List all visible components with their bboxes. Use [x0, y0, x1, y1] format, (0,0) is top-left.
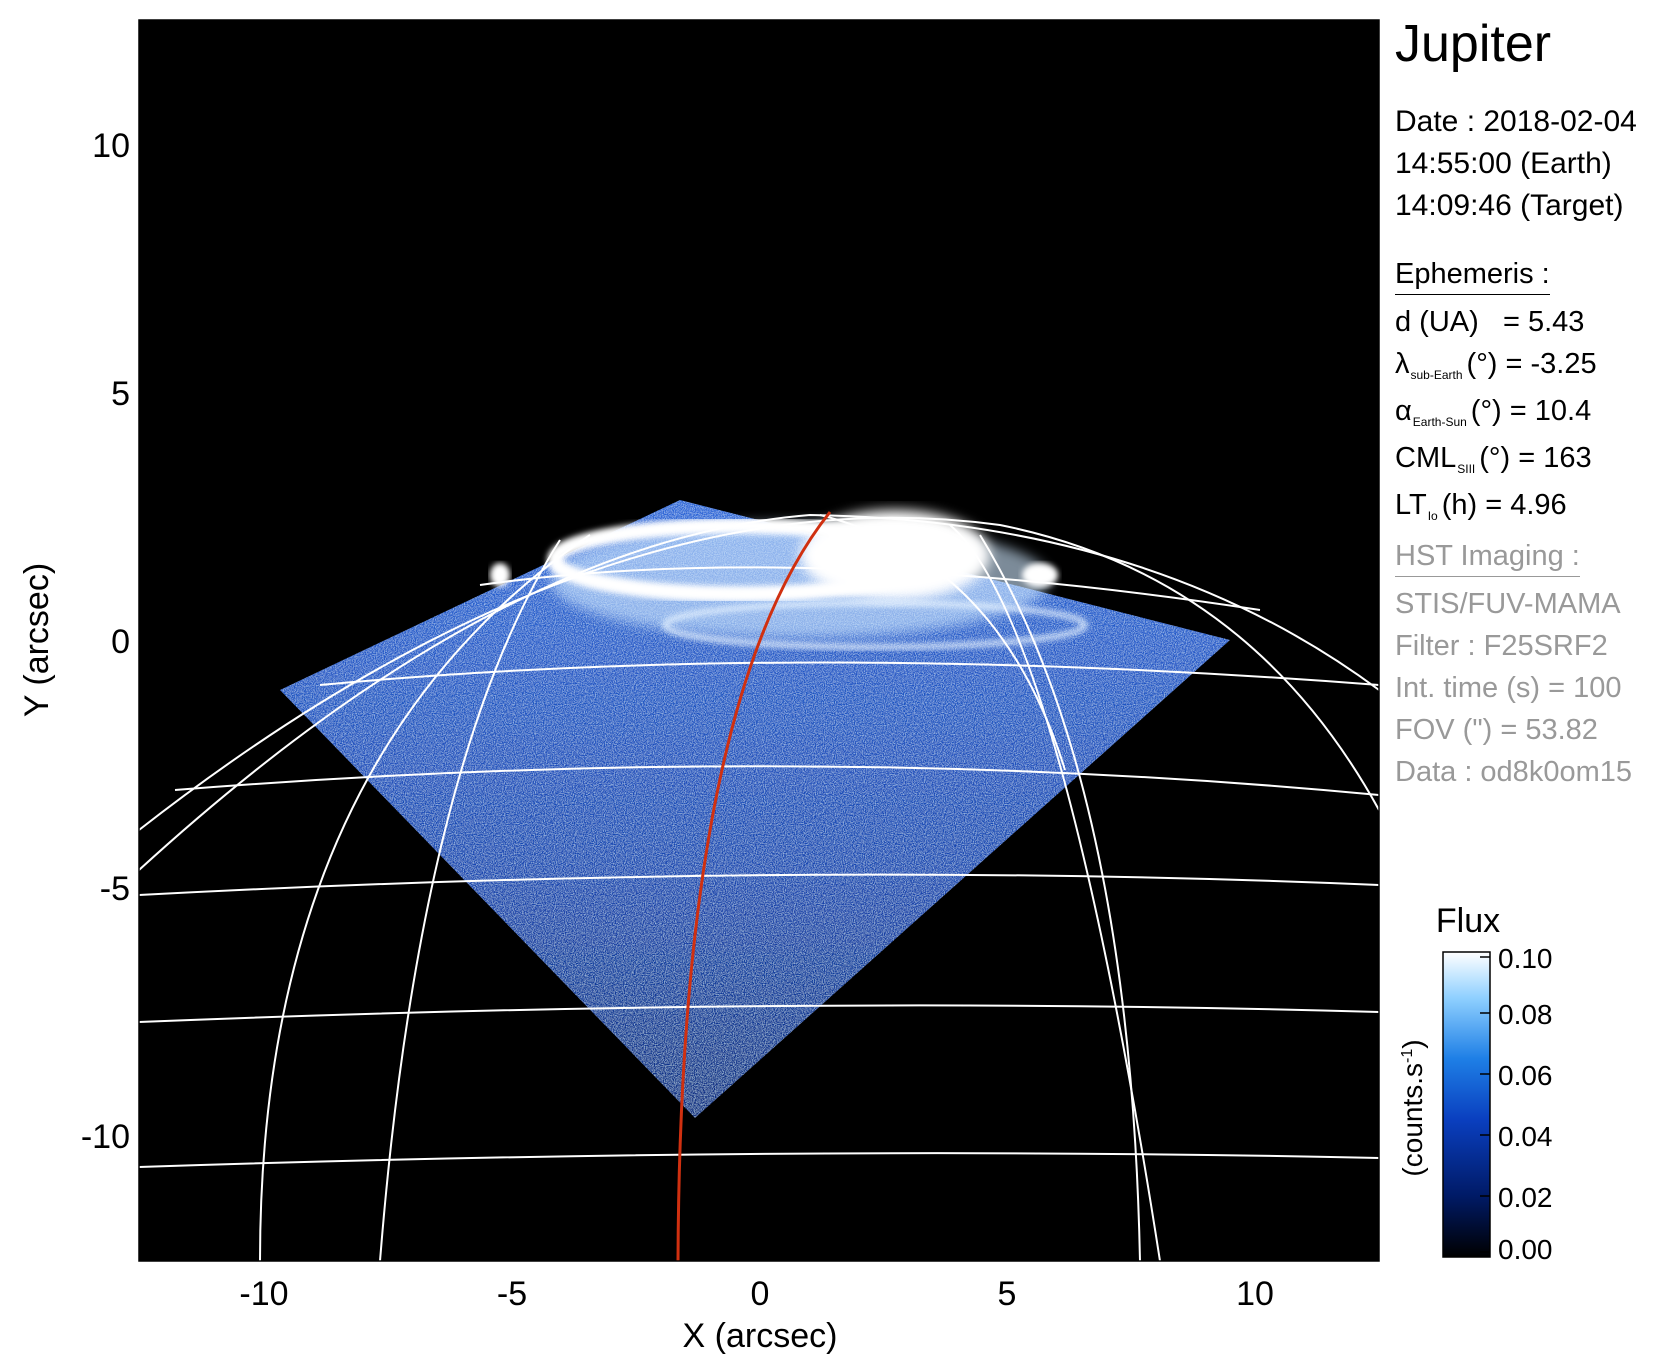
lat-lon-grid	[139, 513, 1379, 1261]
colorbar-tick-label: 0.10	[1498, 943, 1553, 974]
colorbar-tick-label: 0.04	[1498, 1121, 1553, 1152]
ephemeris-alpha: αEarth-Sun (°) = 10.4	[1395, 395, 1592, 429]
y-axis-label: Y (arcsec)	[18, 563, 56, 717]
x-tick-label: -10	[239, 1275, 288, 1313]
hst-fov: FOV (") = 53.82	[1395, 714, 1598, 746]
latitude-line	[479, 566, 1261, 611]
aurora-emission	[490, 510, 1088, 650]
x-tick-label: -5	[497, 1275, 527, 1313]
x-axis: -10 -5 0 5 10 X (arcsec)	[239, 1275, 1273, 1355]
hst-filter: Filter : F25SRF2	[1395, 630, 1608, 662]
y-tick-label: -5	[100, 870, 130, 908]
x-tick-label: 10	[1236, 1275, 1274, 1313]
x-tick-label: 5	[998, 1275, 1017, 1313]
ephemeris-lt: LTIo (h) = 4.96	[1395, 489, 1567, 523]
longitude-line	[979, 534, 1141, 1261]
ephemeris-block: Ephemeris : d (UA) = 5.43 λsub-Earth (°) …	[1395, 258, 1597, 531]
y-axis: 10 5 0 -5 -10 Y (arcsec)	[18, 127, 130, 1156]
target-time-line: 14:09:46 (Target)	[1395, 189, 1624, 222]
ephemeris-distance: d (UA) = 5.43	[1395, 306, 1585, 338]
date-block: Date : 2018-02-04 14:55:00 (Earth) 14:09…	[1395, 101, 1637, 227]
hst-image-wedge	[280, 500, 1230, 1118]
ephemeris-lambda: λsub-Earth (°) = -3.25	[1395, 348, 1597, 382]
longitude-line	[259, 534, 591, 1261]
latitude-line	[139, 873, 1379, 896]
longitude-line	[379, 539, 561, 1261]
x-axis-label: X (arcsec)	[683, 1317, 838, 1355]
hst-int-time: Int. time (s) = 100	[1395, 672, 1622, 704]
hst-data-id: Data : od8k0om15	[1395, 756, 1632, 788]
y-tick-label: -10	[81, 1118, 130, 1156]
colorbar-scale	[1442, 951, 1491, 1258]
x-tick-label: 0	[751, 1275, 770, 1313]
date-line: Date : 2018-02-04	[1395, 105, 1637, 138]
latitude-line	[174, 765, 1379, 796]
colorbar-tick-label: 0.00	[1498, 1234, 1553, 1265]
ephemeris-cml: CMLSIII (°) = 163	[1395, 442, 1592, 476]
latitude-line	[139, 516, 1379, 831]
colorbar-unit-label: (counts.s-1)	[1397, 1039, 1428, 1176]
longitude-line	[949, 524, 1161, 1261]
hst-block: HST Imaging : STIS/FUV-MAMA Filter : F25…	[1395, 540, 1632, 793]
colorbar-tick-label: 0.06	[1498, 1060, 1553, 1091]
earth-time-line: 14:55:00 (Earth)	[1395, 147, 1612, 180]
colorbar-tick-label: 0.08	[1498, 999, 1553, 1030]
hst-instrument: STIS/FUV-MAMA	[1395, 588, 1621, 620]
latitude-line	[319, 661, 1379, 686]
limb-line	[139, 513, 1379, 871]
hst-heading: HST Imaging :	[1395, 540, 1580, 577]
ephemeris-heading: Ephemeris :	[1395, 258, 1550, 295]
latitude-line	[139, 1152, 1379, 1168]
plot-frame	[138, 19, 1380, 1262]
colorbar-tick-label: 0.02	[1498, 1182, 1553, 1213]
colorbar: Flux 0.10 0.08 0.06 0.04 0.02 0.00 (coun…	[1397, 902, 1553, 1265]
colorbar-title: Flux	[1436, 902, 1500, 940]
y-tick-label: 0	[111, 623, 130, 661]
y-tick-label: 5	[111, 375, 130, 413]
y-tick-label: 10	[92, 127, 130, 165]
planet-title: Jupiter	[1395, 15, 1552, 73]
central-meridian-line	[676, 511, 832, 1261]
latitude-line	[139, 1004, 1379, 1023]
